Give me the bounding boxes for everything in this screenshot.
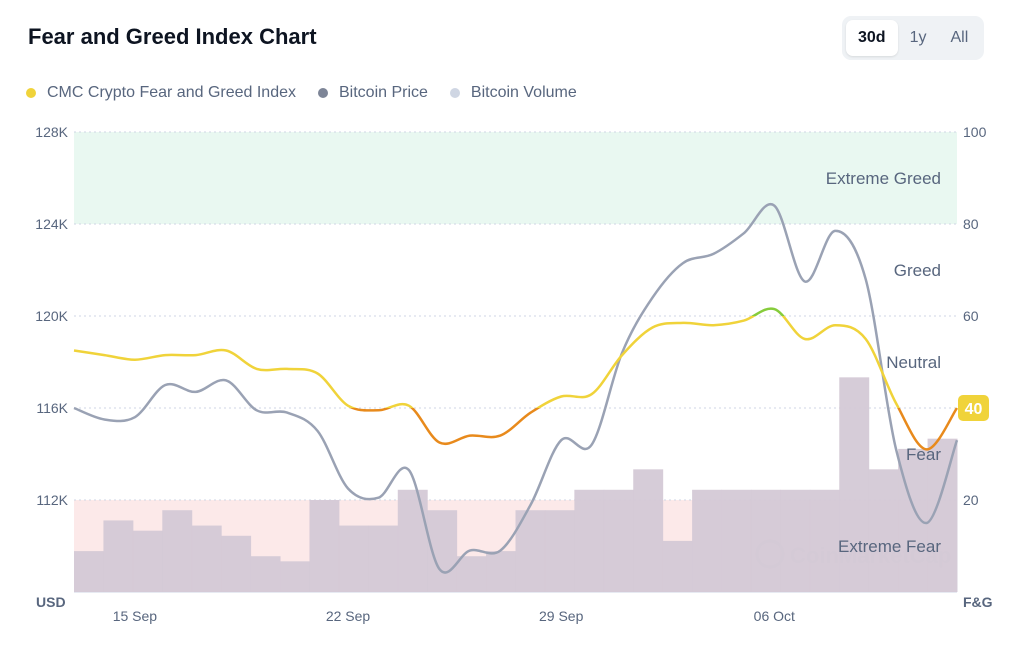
- volume-bar: [397, 489, 428, 592]
- x-tick-label: 29 Sep: [539, 608, 584, 624]
- volume-bar: [809, 489, 840, 592]
- zone-band: [74, 132, 957, 224]
- legend-label: Bitcoin Price: [339, 84, 428, 101]
- y-left-axis-label: USD: [36, 594, 66, 610]
- fear-greed-line-segment: [73, 316, 957, 408]
- y-left-tick-label: 112K: [36, 492, 68, 508]
- y-right-tick-label: 20: [963, 492, 979, 508]
- volume-bar: [456, 556, 487, 592]
- x-tick-label: 15 Sep: [113, 608, 158, 624]
- legend-item-bitcoin-volume[interactable]: Bitcoin Volume: [449, 84, 577, 102]
- current-value-label: 40: [965, 401, 983, 418]
- volume-bar: [868, 469, 899, 592]
- zone-label: Greed: [894, 261, 941, 280]
- legend-item-fear-greed[interactable]: CMC Crypto Fear and Greed Index: [26, 84, 296, 102]
- y-left-tick-label: 124K: [35, 216, 68, 232]
- y-left-tick-label: 128K: [35, 124, 68, 140]
- volume-bar: [309, 500, 340, 592]
- legend-dot: [449, 88, 460, 98]
- y-right-tick-label: 60: [963, 308, 979, 324]
- volume-bar: [544, 510, 575, 592]
- volume-bar: [839, 377, 870, 592]
- range-1y-button[interactable]: 1y: [909, 29, 927, 46]
- volume-bar: [721, 489, 752, 592]
- zone-label: Extreme Fear: [838, 537, 941, 556]
- volume-bar: [132, 530, 163, 592]
- volume-bar: [250, 556, 281, 592]
- range-30d-button[interactable]: 30d: [846, 20, 898, 56]
- legend-label: CMC Crypto Fear and Greed Index: [47, 84, 296, 101]
- y-left-tick-label: 120K: [35, 308, 68, 324]
- x-tick-label: 22 Sep: [326, 608, 371, 624]
- volume-bar: [780, 489, 811, 592]
- volume-bar: [574, 489, 605, 592]
- fear-greed-line-segment: [349, 408, 959, 451]
- legend-label: Bitcoin Volume: [470, 84, 577, 101]
- volume-bar: [603, 489, 634, 592]
- y-left-tick-label: 116K: [36, 400, 68, 416]
- range-selector: 30d 1y All: [842, 16, 985, 60]
- y-right-tick-label: 80: [963, 216, 979, 232]
- range-all-button[interactable]: All: [950, 29, 969, 46]
- volume-bar: [74, 551, 104, 592]
- y-right-tick-label: 100: [963, 124, 987, 140]
- legend-dot: [26, 88, 36, 98]
- y-right-axis-label: F&G: [963, 594, 993, 610]
- current-value-badge: [958, 395, 989, 421]
- volume-bar: [162, 510, 193, 592]
- volume-bar: [750, 489, 781, 592]
- volume-bar: [692, 489, 723, 592]
- x-tick-label: 06 Oct: [754, 608, 795, 624]
- volume-bar: [280, 561, 310, 592]
- legend-dot: [318, 88, 328, 98]
- volume-bar: [633, 469, 664, 592]
- legend-item-bitcoin-price[interactable]: Bitcoin Price: [318, 84, 428, 102]
- bitcoin-price-line: [73, 202, 959, 574]
- chart-legend: CMC Crypto Fear and Greed Index Bitcoin …: [26, 84, 577, 102]
- volume-bar: [368, 525, 399, 592]
- volume-bar: [662, 540, 693, 592]
- volume-bar: [486, 551, 516, 592]
- zone-label: Extreme Greed: [826, 169, 941, 188]
- volume-bar: [221, 535, 252, 592]
- page-title: Fear and Greed Index Chart: [28, 24, 317, 49]
- volume-bar: [103, 520, 134, 592]
- volume-bar: [338, 525, 369, 592]
- volume-bar: [191, 525, 222, 592]
- zone-label: Fear: [906, 445, 941, 464]
- zone-label: Neutral: [886, 353, 941, 372]
